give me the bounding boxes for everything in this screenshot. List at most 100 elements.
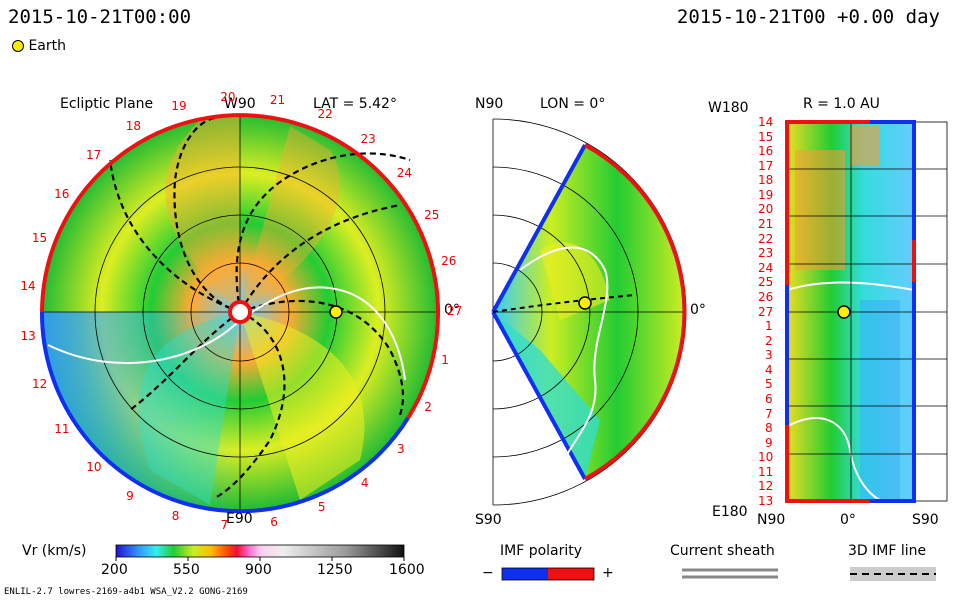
radial-y-label: 5	[765, 377, 773, 392]
radial-y-label: 25	[758, 275, 774, 290]
colorbar-tick-label: 900	[245, 562, 272, 578]
carrington-label: 25	[424, 207, 440, 222]
imf-line-label: 3D IMF line	[848, 543, 927, 559]
carrington-label: 20	[220, 90, 236, 105]
ecliptic-panel	[39, 113, 440, 514]
imf-negative-swatch	[502, 568, 548, 580]
radial-y-label: 10	[758, 450, 774, 465]
ecliptic-w90: W90	[224, 96, 256, 112]
carrington-label: 17	[85, 148, 102, 163]
carrington-label: 18	[125, 118, 142, 133]
imf-polarity-label: IMF polarity	[500, 543, 583, 559]
ecliptic-e90: E90	[226, 511, 253, 527]
carrington-label: 12	[31, 377, 48, 392]
carrington-label: 24	[396, 166, 413, 181]
radial-y-label: 27	[758, 304, 774, 319]
colorbar-tick-label: 550	[173, 562, 200, 578]
radial-y-label: 9	[765, 435, 773, 450]
carrington-label: 3	[396, 441, 405, 456]
radial-y-label: 19	[758, 187, 774, 202]
colorbar-label: Vr (km/s)	[22, 543, 87, 559]
model-footer: ENLIL-2.7 lowres-2169-a4b1 WSA_V2.2 GONG…	[4, 587, 248, 597]
radial-y-label: 14	[758, 115, 774, 129]
radial-w180: W180	[708, 100, 749, 116]
earth-radial-icon	[837, 305, 851, 319]
earth-marker-icon	[12, 40, 24, 52]
carrington-label: 21	[269, 93, 286, 108]
radial-panel	[785, 120, 948, 503]
ecliptic-title: Ecliptic Plane	[60, 96, 154, 112]
radial-e180: E180	[712, 504, 748, 520]
radial-y-label: 8	[765, 421, 773, 436]
sun-icon	[228, 300, 252, 324]
meridional-edge-north	[491, 144, 587, 313]
carrington-label: 4	[360, 475, 369, 490]
radial-n90: N90	[757, 512, 786, 528]
polarity-ring-negative	[39, 311, 410, 514]
carrington-label: 26	[441, 254, 457, 269]
radial-y-label: 16	[758, 144, 774, 159]
colorbar	[115, 544, 405, 558]
meridional-title: LON = 0°	[540, 96, 606, 112]
imf-plus: +	[602, 565, 614, 581]
radial-y-label: 21	[758, 217, 774, 232]
carrington-label: 10	[86, 459, 102, 474]
meridional-outer-ring	[584, 143, 687, 481]
ecliptic-current-sheath	[47, 286, 406, 381]
radial-y-label: 18	[758, 173, 774, 188]
radial-y-label: 3	[765, 348, 773, 363]
radial-y-label: 15	[758, 129, 774, 144]
imf-positive-swatch	[548, 568, 594, 580]
radial-y-label: 17	[758, 158, 774, 173]
meridional-current-sheath	[519, 246, 609, 471]
carrington-label: 7	[220, 517, 229, 532]
radial-s90: S90	[912, 512, 939, 528]
carrington-label: 8	[171, 509, 180, 524]
colorbar-tick-label: 1600	[389, 562, 425, 578]
carrington-label: 5	[317, 500, 326, 515]
radial-title: R = 1.0 AU	[803, 96, 880, 112]
colorbar-tick-label: 1250	[317, 562, 353, 578]
radial-y-label: 26	[758, 289, 774, 304]
radial-y-label: 13	[758, 494, 774, 508]
ecliptic-lat: LAT = 5.42°	[313, 96, 397, 112]
carrington-label: 1	[441, 353, 449, 368]
earth-meridional-icon	[578, 296, 592, 310]
carrington-label: 6	[270, 514, 278, 529]
radial-y-label: 20	[758, 202, 774, 217]
radial-y-label: 11	[758, 464, 774, 479]
radial-y-label: 4	[765, 362, 773, 377]
radial-y-label: 2	[765, 333, 773, 348]
radial-y-label: 7	[765, 406, 773, 421]
radial-y-label: 1	[765, 319, 773, 334]
meridional-zero: 0°	[690, 302, 706, 318]
carrington-label: 11	[54, 421, 70, 436]
carrington-label: 23	[360, 132, 376, 147]
carrington-label: 13	[20, 329, 36, 343]
current-sheath-label: Current sheath	[670, 543, 775, 559]
ecliptic-zero: 0°	[444, 302, 460, 318]
radial-y-label: 22	[758, 231, 774, 246]
radial-y-label: 6	[765, 391, 773, 406]
meridional-s90: S90	[475, 512, 502, 528]
colorbar-ticks	[115, 557, 405, 561]
date-left: 2015-10-21T00:00	[8, 6, 192, 28]
radial-y-label: 23	[758, 246, 774, 261]
carrington-label: 14	[20, 279, 36, 294]
carrington-label: 2	[424, 400, 432, 415]
radial-y-label: 12	[758, 479, 774, 494]
carrington-label: 22	[317, 107, 333, 122]
meridional-panel	[491, 118, 687, 506]
earth-legend: Earth	[12, 38, 66, 54]
carrington-label: 19	[171, 99, 187, 114]
meridional-n90: N90	[475, 96, 504, 112]
date-right: 2015-10-21T00 +0.00 day	[676, 6, 940, 28]
radial-y-label: 24	[758, 260, 774, 275]
carrington-label: 27	[446, 303, 463, 318]
colorbar-tick-label: 200	[101, 562, 128, 578]
current-sheath-swatch	[682, 568, 778, 579]
carrington-label: 9	[126, 489, 134, 504]
imf-spirals	[108, 116, 411, 499]
polarity-ring-positive	[40, 113, 440, 420]
